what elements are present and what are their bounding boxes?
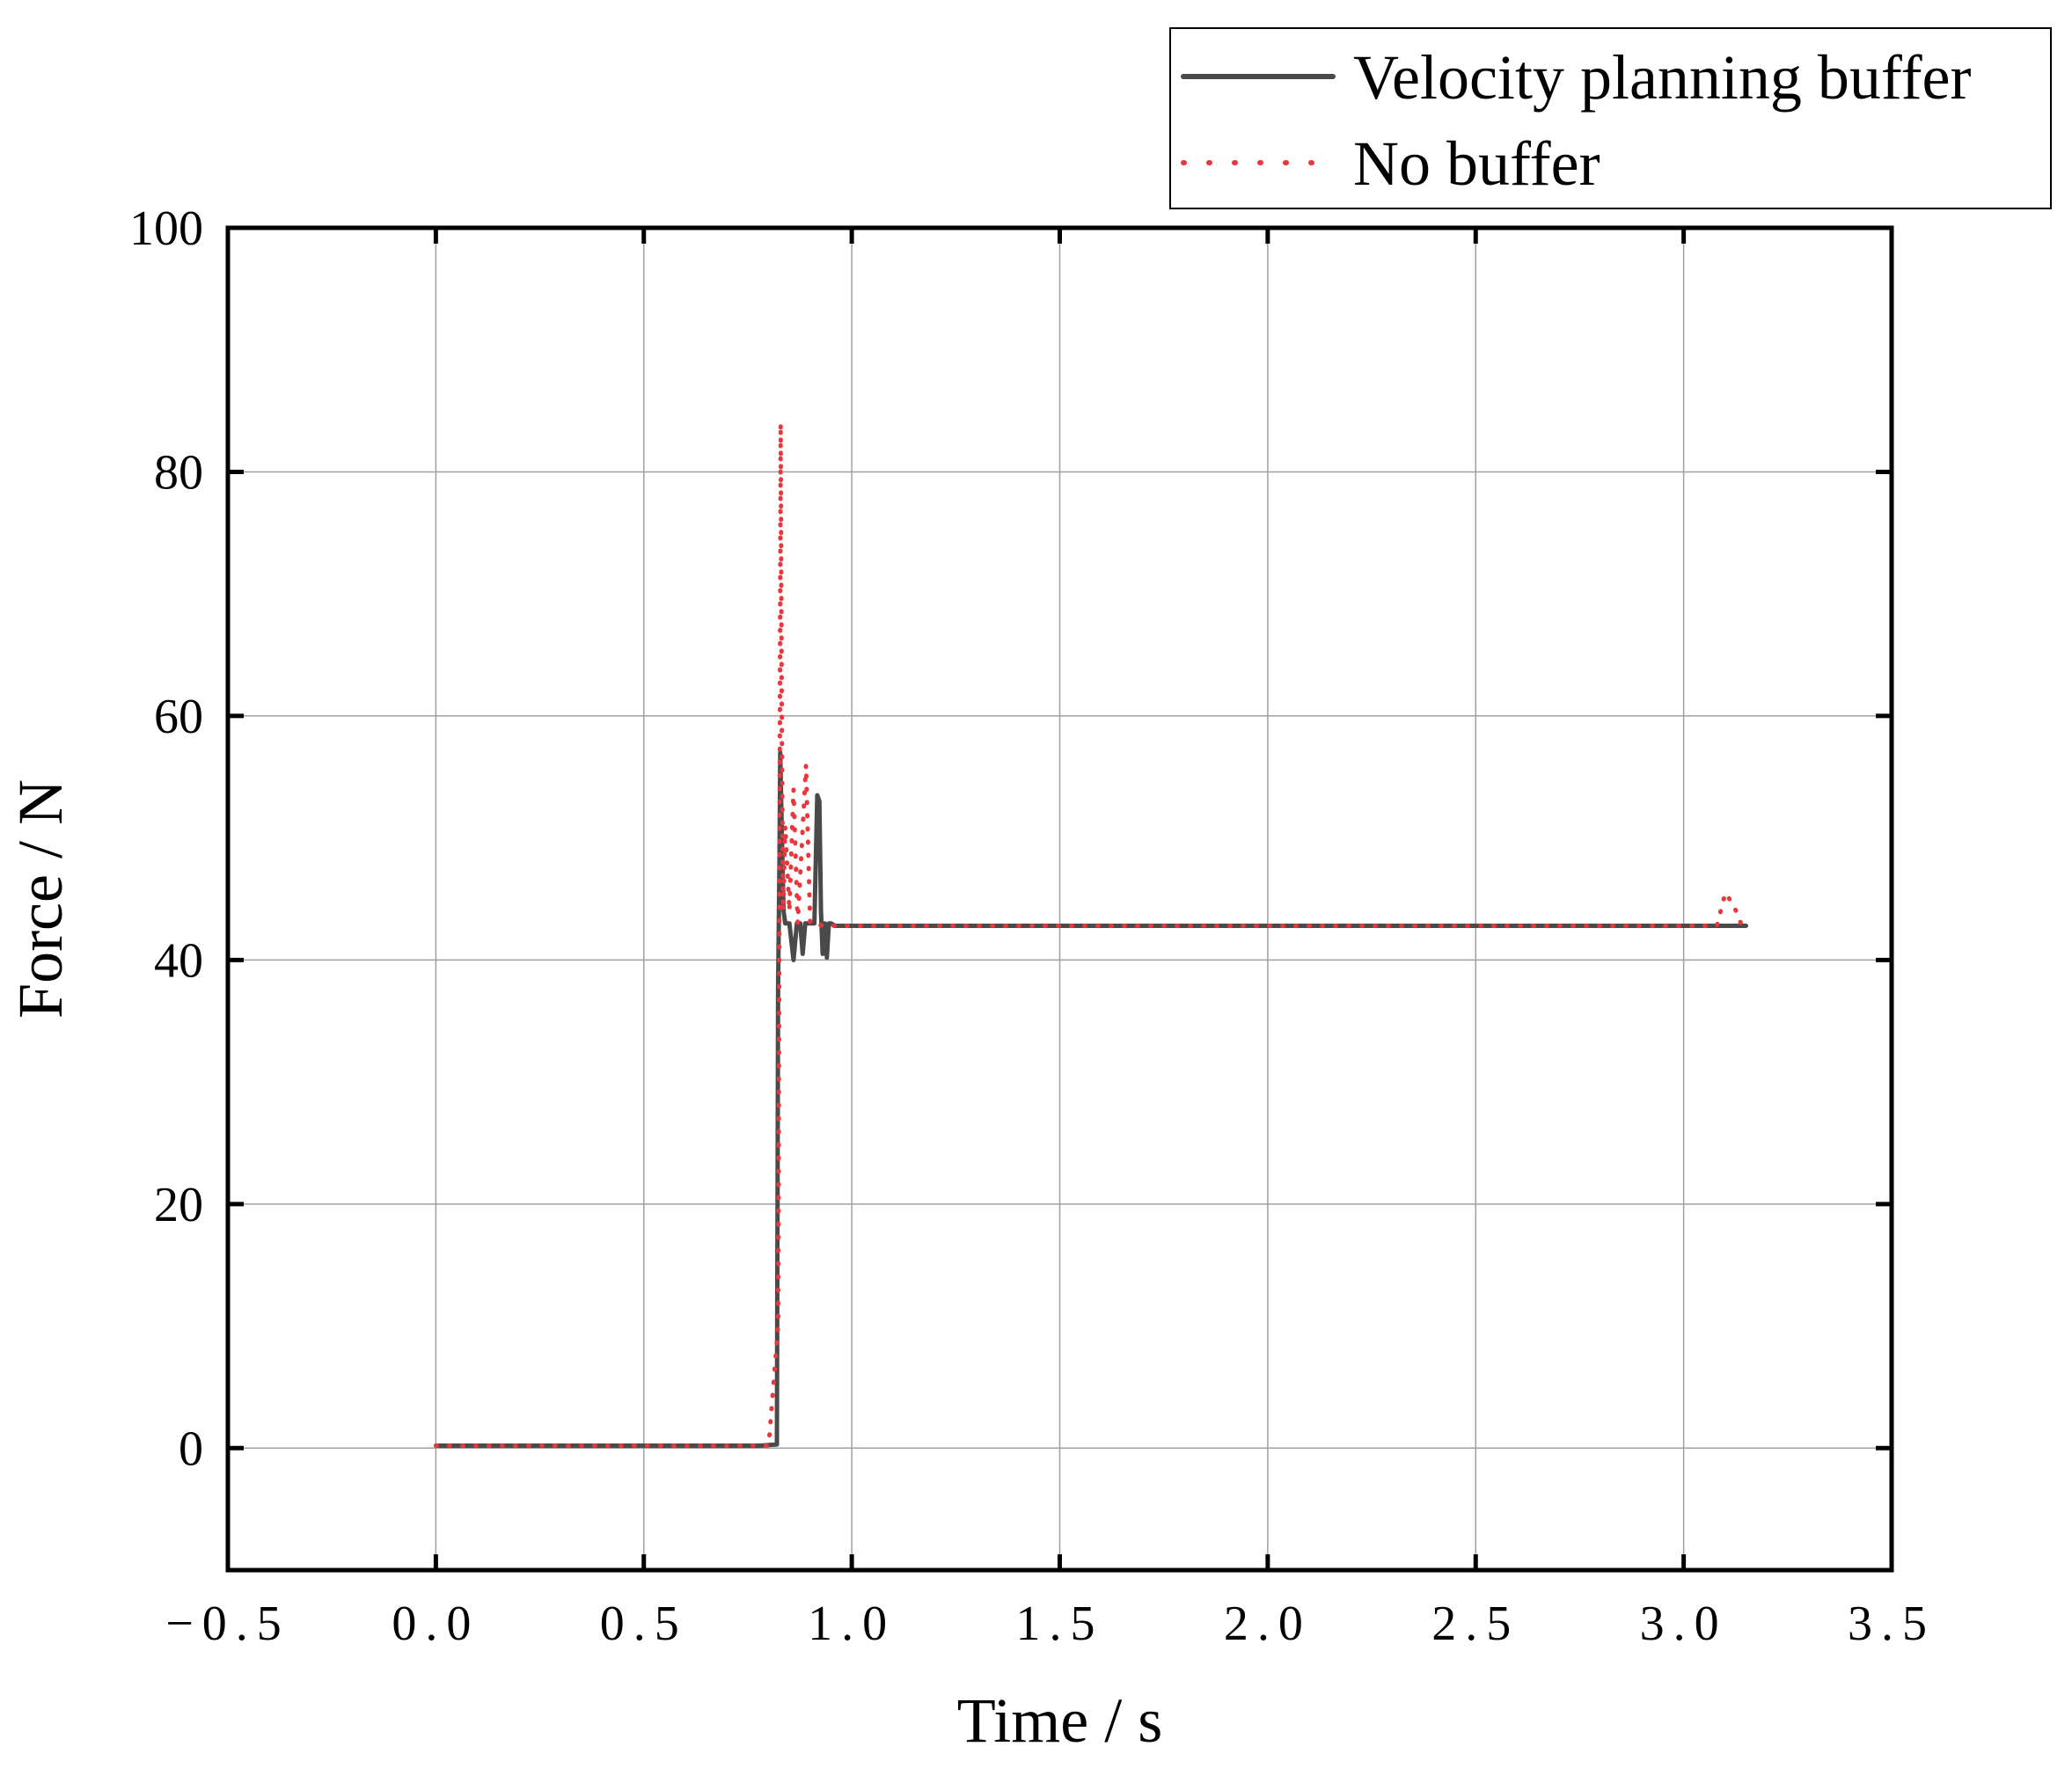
y-tick-label: 40 (154, 933, 203, 988)
x-axis-label: Time / s (957, 1685, 1162, 1756)
y-tick-label: 0 (179, 1421, 203, 1476)
x-tick-label: 0.5 (600, 1597, 688, 1651)
x-tick-label: −0.5 (165, 1597, 290, 1651)
legend-label-2: No buffer (1353, 128, 1600, 199)
x-tick-label: 2.0 (1224, 1597, 1312, 1651)
axes-layer: −0.5 0.0 0.5 1.0 1.5 2.0 2.5 3.0 3.5 0 20 40 60 80 100… (5, 201, 1936, 1756)
x-tick-label: 3.5 (1848, 1597, 1936, 1651)
legend-label-1: Velocity planning buffer (1353, 42, 1972, 113)
x-tick-label: 1.0 (808, 1597, 896, 1651)
series-line-2 (433, 420, 1745, 1448)
x-tick-label: 0.0 (392, 1597, 480, 1651)
legend: Velocity planning buffer No buffer (1169, 27, 2052, 209)
x-tick-label: 1.5 (1016, 1597, 1104, 1651)
x-tick-label: 2.5 (1431, 1597, 1519, 1651)
series-layer (433, 420, 1748, 1448)
grid-layer (228, 228, 1892, 1570)
series-line-1 (433, 750, 1748, 1448)
x-tick-label: 3.0 (1640, 1597, 1728, 1651)
y-tick-label: 100 (129, 201, 203, 256)
y-tick-label: 60 (154, 690, 203, 744)
y-tick-label: 20 (154, 1178, 203, 1232)
y-tick-label: 80 (154, 445, 203, 500)
y-axis-label: Force / N (5, 779, 76, 1019)
legend-box (1169, 27, 2052, 209)
